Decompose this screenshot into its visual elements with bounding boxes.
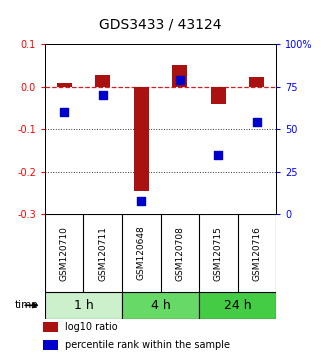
Point <box>254 120 259 125</box>
Bar <box>199 292 276 319</box>
Text: GSM120716: GSM120716 <box>252 225 261 281</box>
Point <box>139 198 144 204</box>
Bar <box>249 78 264 87</box>
Point <box>100 92 105 98</box>
Text: 1 h: 1 h <box>74 299 93 312</box>
Text: GDS3433 / 43124: GDS3433 / 43124 <box>99 18 222 32</box>
Text: GSM120708: GSM120708 <box>175 225 184 281</box>
Bar <box>172 65 187 87</box>
Bar <box>57 83 72 87</box>
Text: GSM120710: GSM120710 <box>60 225 69 281</box>
Bar <box>122 292 199 319</box>
Bar <box>211 87 226 104</box>
Point <box>62 109 67 115</box>
Text: 4 h: 4 h <box>151 299 170 312</box>
Bar <box>45 292 122 319</box>
Text: GSM120711: GSM120711 <box>98 225 107 281</box>
Text: log10 ratio: log10 ratio <box>65 322 118 332</box>
Text: 24 h: 24 h <box>224 299 251 312</box>
Text: time: time <box>15 300 39 310</box>
Point <box>216 152 221 158</box>
Point <box>177 77 182 83</box>
Bar <box>134 87 149 191</box>
Text: GSM120648: GSM120648 <box>137 226 146 280</box>
Text: GSM120715: GSM120715 <box>214 225 223 281</box>
Text: percentile rank within the sample: percentile rank within the sample <box>65 340 230 350</box>
Bar <box>43 322 58 332</box>
Bar <box>43 340 58 350</box>
Bar <box>95 75 110 87</box>
